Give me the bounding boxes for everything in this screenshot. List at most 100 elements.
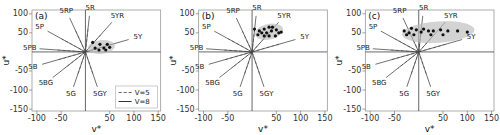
hue-ray [386,52,419,78]
hue-label: 5G [66,90,76,98]
hue-ray [419,52,431,87]
x-tick-label: -100 [194,114,212,123]
panel-label: (c) [368,11,380,21]
hue-ray [375,52,418,64]
point [97,48,100,51]
x-tick-label: -100 [28,114,46,123]
plot-frame [199,10,328,111]
legend: V=5V=8 [116,86,158,108]
panel-label: (b) [202,11,215,21]
hue-ray [214,31,252,52]
panel: 5R5YR5RP5P5PB5B5BG5G5GY5Y-100-5050100150… [1,4,166,134]
y-tick-label: 100 [346,9,361,18]
point [439,28,442,31]
y-tick [362,13,365,14]
hue-ray [53,52,86,78]
y-tick [196,70,199,71]
point [104,48,107,51]
y-tick-label: 50 [184,28,194,37]
hue-label: 5Y [467,33,476,41]
point [412,33,415,36]
point [456,29,459,32]
y-tick-label: -150 [177,105,195,114]
hue-label: 5PB [356,44,370,52]
legend-label: V=8 [135,98,150,106]
y-tick-label: -100 [343,86,361,95]
axis-line [85,10,86,111]
y-tick [29,32,32,33]
point [275,28,278,31]
y-tick-label: 100 [13,9,28,18]
hue-label: 5B [195,63,204,71]
hue-ray [219,52,252,78]
plot-area [365,10,494,111]
hue-label: 5BG [39,79,54,87]
hue-label: 5YR [444,12,458,20]
hue-ray [236,18,252,52]
hue-ray [373,49,419,52]
figure: 5R5YR5RP5P5PB5B5BG5G5GY5Y-100-5050100150… [0,0,500,135]
y-tick [196,90,199,91]
hue-label: 5PB [190,44,204,52]
panel-label: (a) [35,11,48,21]
x-tick-label: 50 [438,114,448,123]
point [410,27,413,30]
y-tick [29,13,32,14]
hue-label: 5R [419,4,428,12]
point [274,34,277,37]
panel: 5R5YR5RP5P5PB5B5BG5G5GY5Y-100-5050100150… [168,4,333,134]
hue-label: 5P [35,23,44,31]
x-tick-label: 100 [126,114,141,123]
y-tick-label: -50 [15,66,28,75]
ellipse [87,38,117,55]
ellipse-group [401,19,476,45]
hue-ray [209,52,252,64]
point [405,33,408,36]
legend-line [119,101,132,102]
hue-label: 5BG [205,79,220,87]
axis-line [252,10,253,111]
x-tick-label: 150 [317,114,332,123]
hue-label: 5PB [23,44,37,52]
y-tick-label: 100 [179,9,194,18]
hue-ray [73,52,85,87]
legend-label: V=5 [135,89,150,97]
y-tick [29,109,32,110]
point [91,41,94,44]
x-axis-label: v* [91,124,101,134]
ellipse [401,19,476,45]
point [432,29,435,32]
hue-label: 5GY [93,90,108,98]
x-tick-label: -100 [361,114,379,123]
point [108,46,111,49]
hue-label: 5RP [226,7,240,15]
hue-label: 5BG [372,79,387,87]
point [420,31,423,34]
y-tick-label: 50 [18,28,28,37]
y-tick-label: -100 [10,86,28,95]
ellipse-group [87,38,117,55]
point [270,29,273,32]
y-tick [196,13,199,14]
ellipse [252,21,286,43]
axis-line [365,51,494,52]
hue-ray [252,40,295,52]
panel: 5R5YR5RP5P5PB5B5BG5G5GY5Y-100-5050100150… [334,4,499,134]
y-axis-label: u* [334,55,344,66]
hue-ray [240,52,252,87]
point [271,26,274,29]
hue-label: 5Y [134,33,143,41]
legend-line [119,92,132,93]
y-tick-label: -150 [343,105,361,114]
y-tick-label: -50 [348,66,361,75]
point [265,31,268,34]
y-tick-label: 50 [351,28,361,37]
hue-label: 5YR [277,12,291,20]
plot-frame [32,10,161,111]
point [260,31,263,34]
hue-label: 5B [28,63,37,71]
hue-label: 5B [362,63,371,71]
point [441,33,444,36]
point [267,26,270,29]
y-tick [362,70,365,71]
